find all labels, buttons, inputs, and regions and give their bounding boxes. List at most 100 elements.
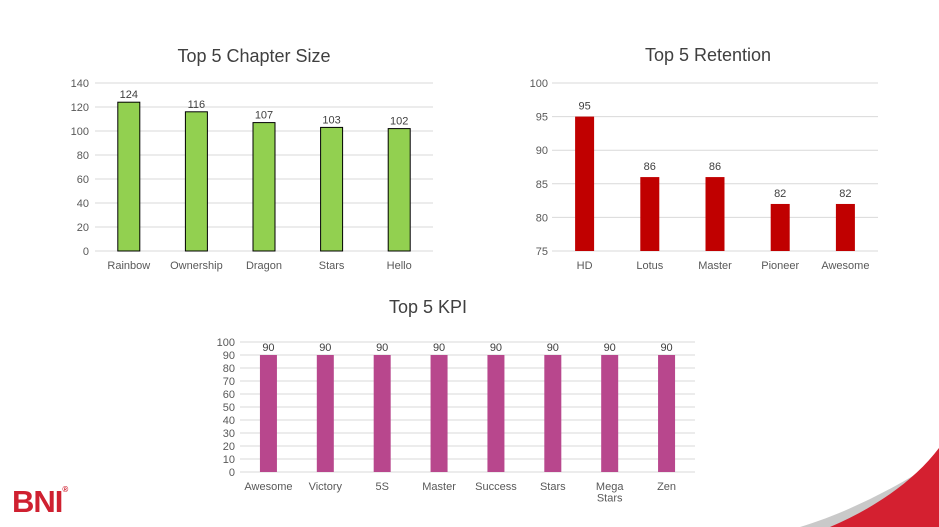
- retention-y-tick-label: 80: [536, 212, 548, 224]
- retention-category-label-line: Lotus: [636, 260, 663, 272]
- kpi-data-label: 90: [433, 342, 445, 354]
- kpi-category-label: Stars: [540, 481, 566, 493]
- retention-category-label: HD: [577, 260, 593, 272]
- chapter-size-category-label-line: Ownership: [170, 260, 223, 272]
- registered-mark: ®: [62, 485, 69, 494]
- retention-y-tick-label: 75: [536, 246, 548, 258]
- chapter-size-y-tick-label: 0: [83, 246, 89, 258]
- chapter-size-data-label: 103: [322, 114, 340, 126]
- chapter-size-chart: Top 5 Chapter Size 0 20 40 60 80 100 120 140 124 R…: [71, 46, 433, 272]
- chapter-size-y-tick-label: 40: [77, 198, 89, 210]
- kpi-y-tick-label: 70: [223, 376, 235, 388]
- chapter-size-y-tick-label: 80: [77, 150, 89, 162]
- retention-title: Top 5 Retention: [645, 45, 771, 65]
- kpi-bar: [373, 355, 391, 472]
- kpi-y-tick-label: 30: [223, 428, 235, 440]
- kpi-data-label: 90: [319, 342, 331, 354]
- retention-data-label: 95: [578, 101, 590, 113]
- kpi-title: Top 5 KPI: [389, 297, 467, 317]
- kpi-category-label-line: Awesome: [244, 481, 292, 493]
- chapter-size-y-tick-label: 140: [71, 78, 89, 90]
- kpi-bar: [601, 355, 619, 472]
- kpi-category-label: Victory: [309, 481, 343, 493]
- retention-y-tick-label: 95: [536, 112, 548, 124]
- retention-bar: [770, 203, 790, 251]
- retention-category-label-line: Pioneer: [761, 260, 799, 272]
- chapter-size-bar: [117, 101, 141, 252]
- kpi-bar: [316, 355, 334, 472]
- chapter-size-category-label: Hello: [387, 260, 412, 272]
- retention-chart: Top 5 Retention 75 80 85 90 95 100 95 HD 86 Lotus 8…: [530, 45, 878, 272]
- retention-data-label: 82: [839, 188, 851, 200]
- retention-data-label: 82: [774, 188, 786, 200]
- chapter-size-data-label: 102: [390, 116, 408, 128]
- kpi-y-tick-label: 60: [223, 389, 235, 401]
- retention-category-label: Lotus: [636, 260, 663, 272]
- kpi-bar: [658, 355, 676, 472]
- bni-logo: BNI®: [12, 484, 69, 519]
- chapter-size-category-label: Dragon: [246, 260, 282, 272]
- kpi-category-label-line: Victory: [309, 481, 343, 493]
- retention-category-label: Master: [698, 260, 732, 272]
- kpi-data-label: 90: [490, 342, 502, 354]
- chapter-size-category-label-line: Hello: [387, 260, 412, 272]
- kpi-bar: [259, 355, 277, 472]
- retention-category-label: Pioneer: [761, 260, 799, 272]
- kpi-bar: [487, 355, 505, 472]
- chapter-size-category-label-line: Rainbow: [107, 260, 150, 272]
- chapter-size-bar: [252, 122, 276, 252]
- retention-category-label-line: Awesome: [821, 260, 869, 272]
- bni-logo-text: BNI: [12, 484, 63, 519]
- kpi-y-tick-label: 80: [223, 363, 235, 375]
- retention-y-tick-label: 90: [536, 145, 548, 157]
- kpi-bar: [544, 355, 562, 472]
- chapter-size-category-label-line: Dragon: [246, 260, 282, 272]
- corner-swoosh-decoration: [800, 448, 939, 527]
- chapter-size-title: Top 5 Chapter Size: [177, 46, 330, 66]
- kpi-y-tick-label: 0: [229, 467, 235, 479]
- kpi-category-label-line: Success: [475, 481, 517, 493]
- kpi-bar: [430, 355, 448, 472]
- kpi-y-tick-label: 20: [223, 441, 235, 453]
- chapter-size-bar: [320, 126, 344, 252]
- chapter-size-y-tick-label: 20: [77, 222, 89, 234]
- chapter-size-data-label: 107: [255, 110, 273, 122]
- kpi-y-tick-label: 10: [223, 454, 235, 466]
- retention-bar: [575, 116, 595, 251]
- retention-y-tick-label: 100: [530, 78, 548, 90]
- kpi-y-tick-label: 90: [223, 350, 235, 362]
- kpi-data-label: 90: [547, 342, 559, 354]
- chapter-size-category-label: Rainbow: [107, 260, 150, 272]
- chapter-size-y-tick-label: 100: [71, 126, 89, 138]
- retention-data-label: 86: [709, 161, 721, 173]
- kpi-category-label: 5S: [375, 481, 388, 493]
- retention-bar: [640, 177, 660, 251]
- retention-bar: [705, 177, 725, 251]
- retention-data-label: 86: [644, 161, 656, 173]
- chapter-size-category-label: Stars: [319, 260, 345, 272]
- kpi-data-label: 90: [660, 342, 672, 354]
- kpi-category-label-line: 5S: [375, 481, 388, 493]
- retention-y-tick-label: 85: [536, 179, 548, 191]
- chapter-size-y-tick-label: 60: [77, 174, 89, 186]
- kpi-y-tick-label: 100: [217, 337, 235, 349]
- chapter-size-data-label: 116: [188, 99, 206, 111]
- kpi-y-tick-label: 40: [223, 415, 235, 427]
- kpi-category-label-line: Zen: [657, 481, 676, 493]
- kpi-data-label: 90: [262, 342, 274, 354]
- kpi-category-label: Master: [422, 481, 456, 493]
- kpi-category-label: Awesome: [244, 481, 292, 493]
- kpi-category-label: Mega Stars: [596, 481, 624, 505]
- chapter-size-bar: [184, 111, 208, 252]
- retention-category-label-line: Master: [698, 260, 732, 272]
- kpi-category-label-line: Stars: [597, 493, 623, 505]
- retention-category-label: Awesome: [821, 260, 869, 272]
- swoosh-red-shape: [830, 448, 939, 527]
- kpi-data-label: 90: [376, 342, 388, 354]
- chapter-size-category-label-line: Stars: [319, 260, 345, 272]
- retention-bar: [835, 203, 855, 251]
- chapter-size-data-label: 124: [120, 89, 138, 101]
- kpi-data-label: 90: [604, 342, 616, 354]
